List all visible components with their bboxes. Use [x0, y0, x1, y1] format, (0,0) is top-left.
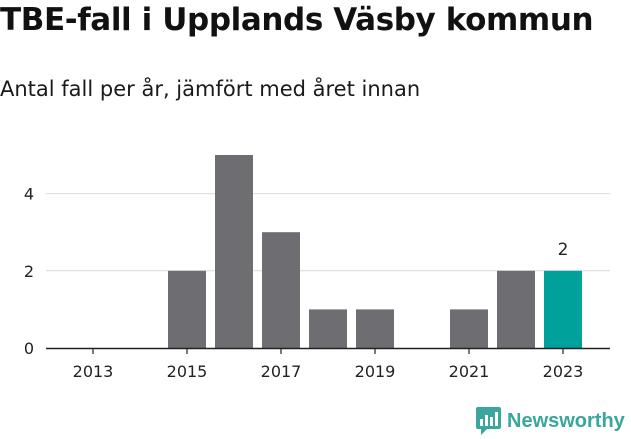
bar [262, 232, 300, 348]
brand-logo: Newsworthy [476, 407, 625, 435]
data-label: 2 [558, 240, 569, 260]
bar [309, 309, 347, 348]
x-tick-label: 2021 [449, 362, 490, 381]
chart-title: TBE-fall i Upplands Väsby kommun [0, 2, 594, 38]
x-tick-label: 2023 [543, 362, 584, 381]
bar-highlight [544, 270, 582, 348]
bar [215, 155, 253, 348]
x-tick-label: 2017 [261, 362, 302, 381]
bar-chart: 2 2013 2015 2017 2019 2021 2023 0 2 4 [24, 155, 610, 381]
x-tick-label: 2015 [167, 362, 208, 381]
bar [168, 270, 206, 348]
x-axis: 2013 2015 2017 2019 2021 2023 [46, 347, 610, 381]
newsworthy-logo-icon [476, 407, 501, 435]
y-tick-label: 2 [24, 262, 34, 281]
y-tick-label: 0 [24, 339, 34, 358]
bars [168, 155, 582, 348]
x-tick-label: 2013 [73, 362, 114, 381]
data-labels: 2 [558, 240, 569, 260]
bar [450, 309, 488, 348]
bar [497, 270, 535, 348]
chart-subtitle: Antal fall per år, jämfört med året inna… [0, 77, 421, 101]
bar [356, 309, 394, 348]
y-axis: 0 2 4 [24, 185, 34, 358]
grid-lines [46, 193, 610, 272]
x-tick-label: 2019 [355, 362, 396, 381]
brand-name: Newsworthy [507, 409, 625, 432]
y-tick-label: 4 [24, 185, 34, 204]
